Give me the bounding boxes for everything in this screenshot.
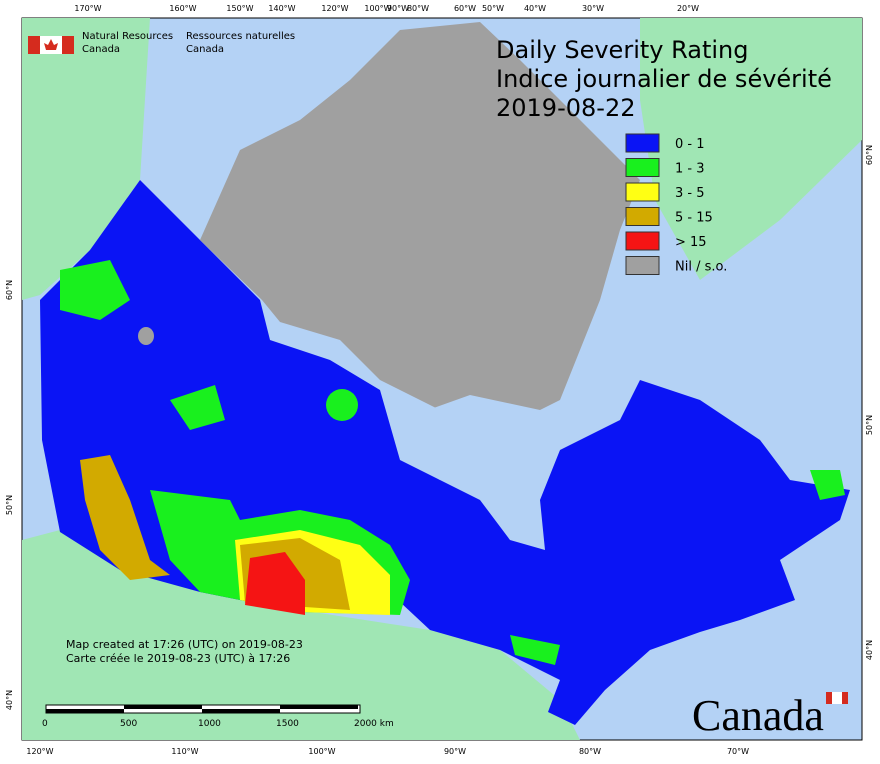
graticule-label: 60°W	[454, 4, 476, 13]
agency-name: Ressources naturelles	[186, 31, 295, 42]
hudson-bay	[400, 395, 560, 550]
graticule-label: 140°W	[268, 4, 295, 13]
graticule-label: 90°W	[387, 4, 409, 13]
legend-label: Nil / s.o.	[675, 260, 727, 275]
graticule-label: 30°W	[582, 4, 604, 13]
graticule-label: 160°W	[169, 4, 196, 13]
agency-name: Canada	[186, 44, 224, 55]
agency-name: Canada	[82, 44, 120, 55]
scale-segment	[46, 709, 124, 713]
legend-label: > 15	[675, 235, 707, 250]
wordmark: Canada	[692, 691, 824, 740]
greenland	[640, 18, 862, 280]
graticule-label: 20°W	[677, 4, 699, 13]
legend-swatch	[625, 158, 660, 177]
legend-swatch	[625, 256, 660, 275]
graticule-label: 40°N	[5, 690, 14, 710]
nil-region	[200, 22, 640, 420]
maple-leaf	[44, 39, 58, 50]
map	[21, 17, 863, 741]
graticule-label: 120°W	[321, 4, 348, 13]
rating-patch	[80, 455, 170, 580]
graticule-label: 70°W	[727, 747, 749, 756]
legend-label: 5 - 15	[675, 211, 713, 226]
graticule-label: 60°N	[865, 145, 874, 165]
graticule-label: 80°W	[579, 747, 601, 756]
scale-label: 1500	[276, 719, 299, 729]
map-note: Carte créée le 2019-08-23 (UTC) à 17:26	[66, 652, 290, 665]
rating-patch	[170, 385, 225, 430]
graticule-label: 50°N	[5, 495, 14, 515]
graticule-label: 50°N	[865, 415, 874, 435]
labels: Natural Resources Canada Ressources nature…	[5, 4, 874, 756]
graticule-label: 100°W	[364, 4, 391, 13]
rating-patch	[60, 260, 130, 320]
graticule-label: 40°W	[524, 4, 546, 13]
scale-segment	[202, 709, 280, 713]
scale-label: 2000 km	[354, 719, 394, 729]
nil-patch	[138, 327, 154, 345]
map-title: Daily Severity Rating	[496, 36, 748, 64]
rating-patch	[245, 552, 305, 615]
scale-segment	[280, 705, 358, 709]
legend-label: 3 - 5	[675, 186, 705, 201]
map-title: Indice journalier de sévérité	[496, 65, 832, 93]
scale-label: 0	[42, 719, 48, 729]
agency-name: Natural Resources	[82, 31, 173, 42]
graticule-label: 110°W	[171, 747, 198, 756]
legend-label: 0 - 1	[675, 137, 705, 152]
map-title: 2019-08-22	[496, 94, 635, 122]
legend-swatch	[625, 207, 660, 226]
scale-segment	[124, 705, 202, 709]
wordmark-flag-white	[832, 692, 842, 704]
graticule-label: 80°W	[407, 4, 429, 13]
graticule-label: 170°W	[74, 4, 101, 13]
alaska	[22, 18, 150, 300]
scale-label: 1000	[198, 719, 221, 729]
graticule-label: 100°W	[308, 747, 335, 756]
rating-patch	[510, 635, 560, 665]
legend-label: 1 - 3	[675, 162, 705, 177]
legend-swatch	[625, 133, 660, 153]
rating-patch	[326, 389, 358, 421]
scale-label: 500	[120, 719, 137, 729]
map-note: Map created at 17:26 (UTC) on 2019-08-23	[66, 638, 303, 651]
usa	[22, 530, 580, 740]
graticule-label: 150°W	[226, 4, 253, 13]
graticule-label: 60°N	[5, 280, 14, 300]
graticule-label: 90°W	[444, 747, 466, 756]
rating-patch	[810, 470, 845, 500]
graticule-label: 120°W	[26, 747, 53, 756]
graticule-label: 40°N	[865, 640, 874, 660]
legend-swatch	[625, 182, 660, 202]
legend-swatch	[625, 231, 660, 251]
graticule-label: 50°W	[482, 4, 504, 13]
